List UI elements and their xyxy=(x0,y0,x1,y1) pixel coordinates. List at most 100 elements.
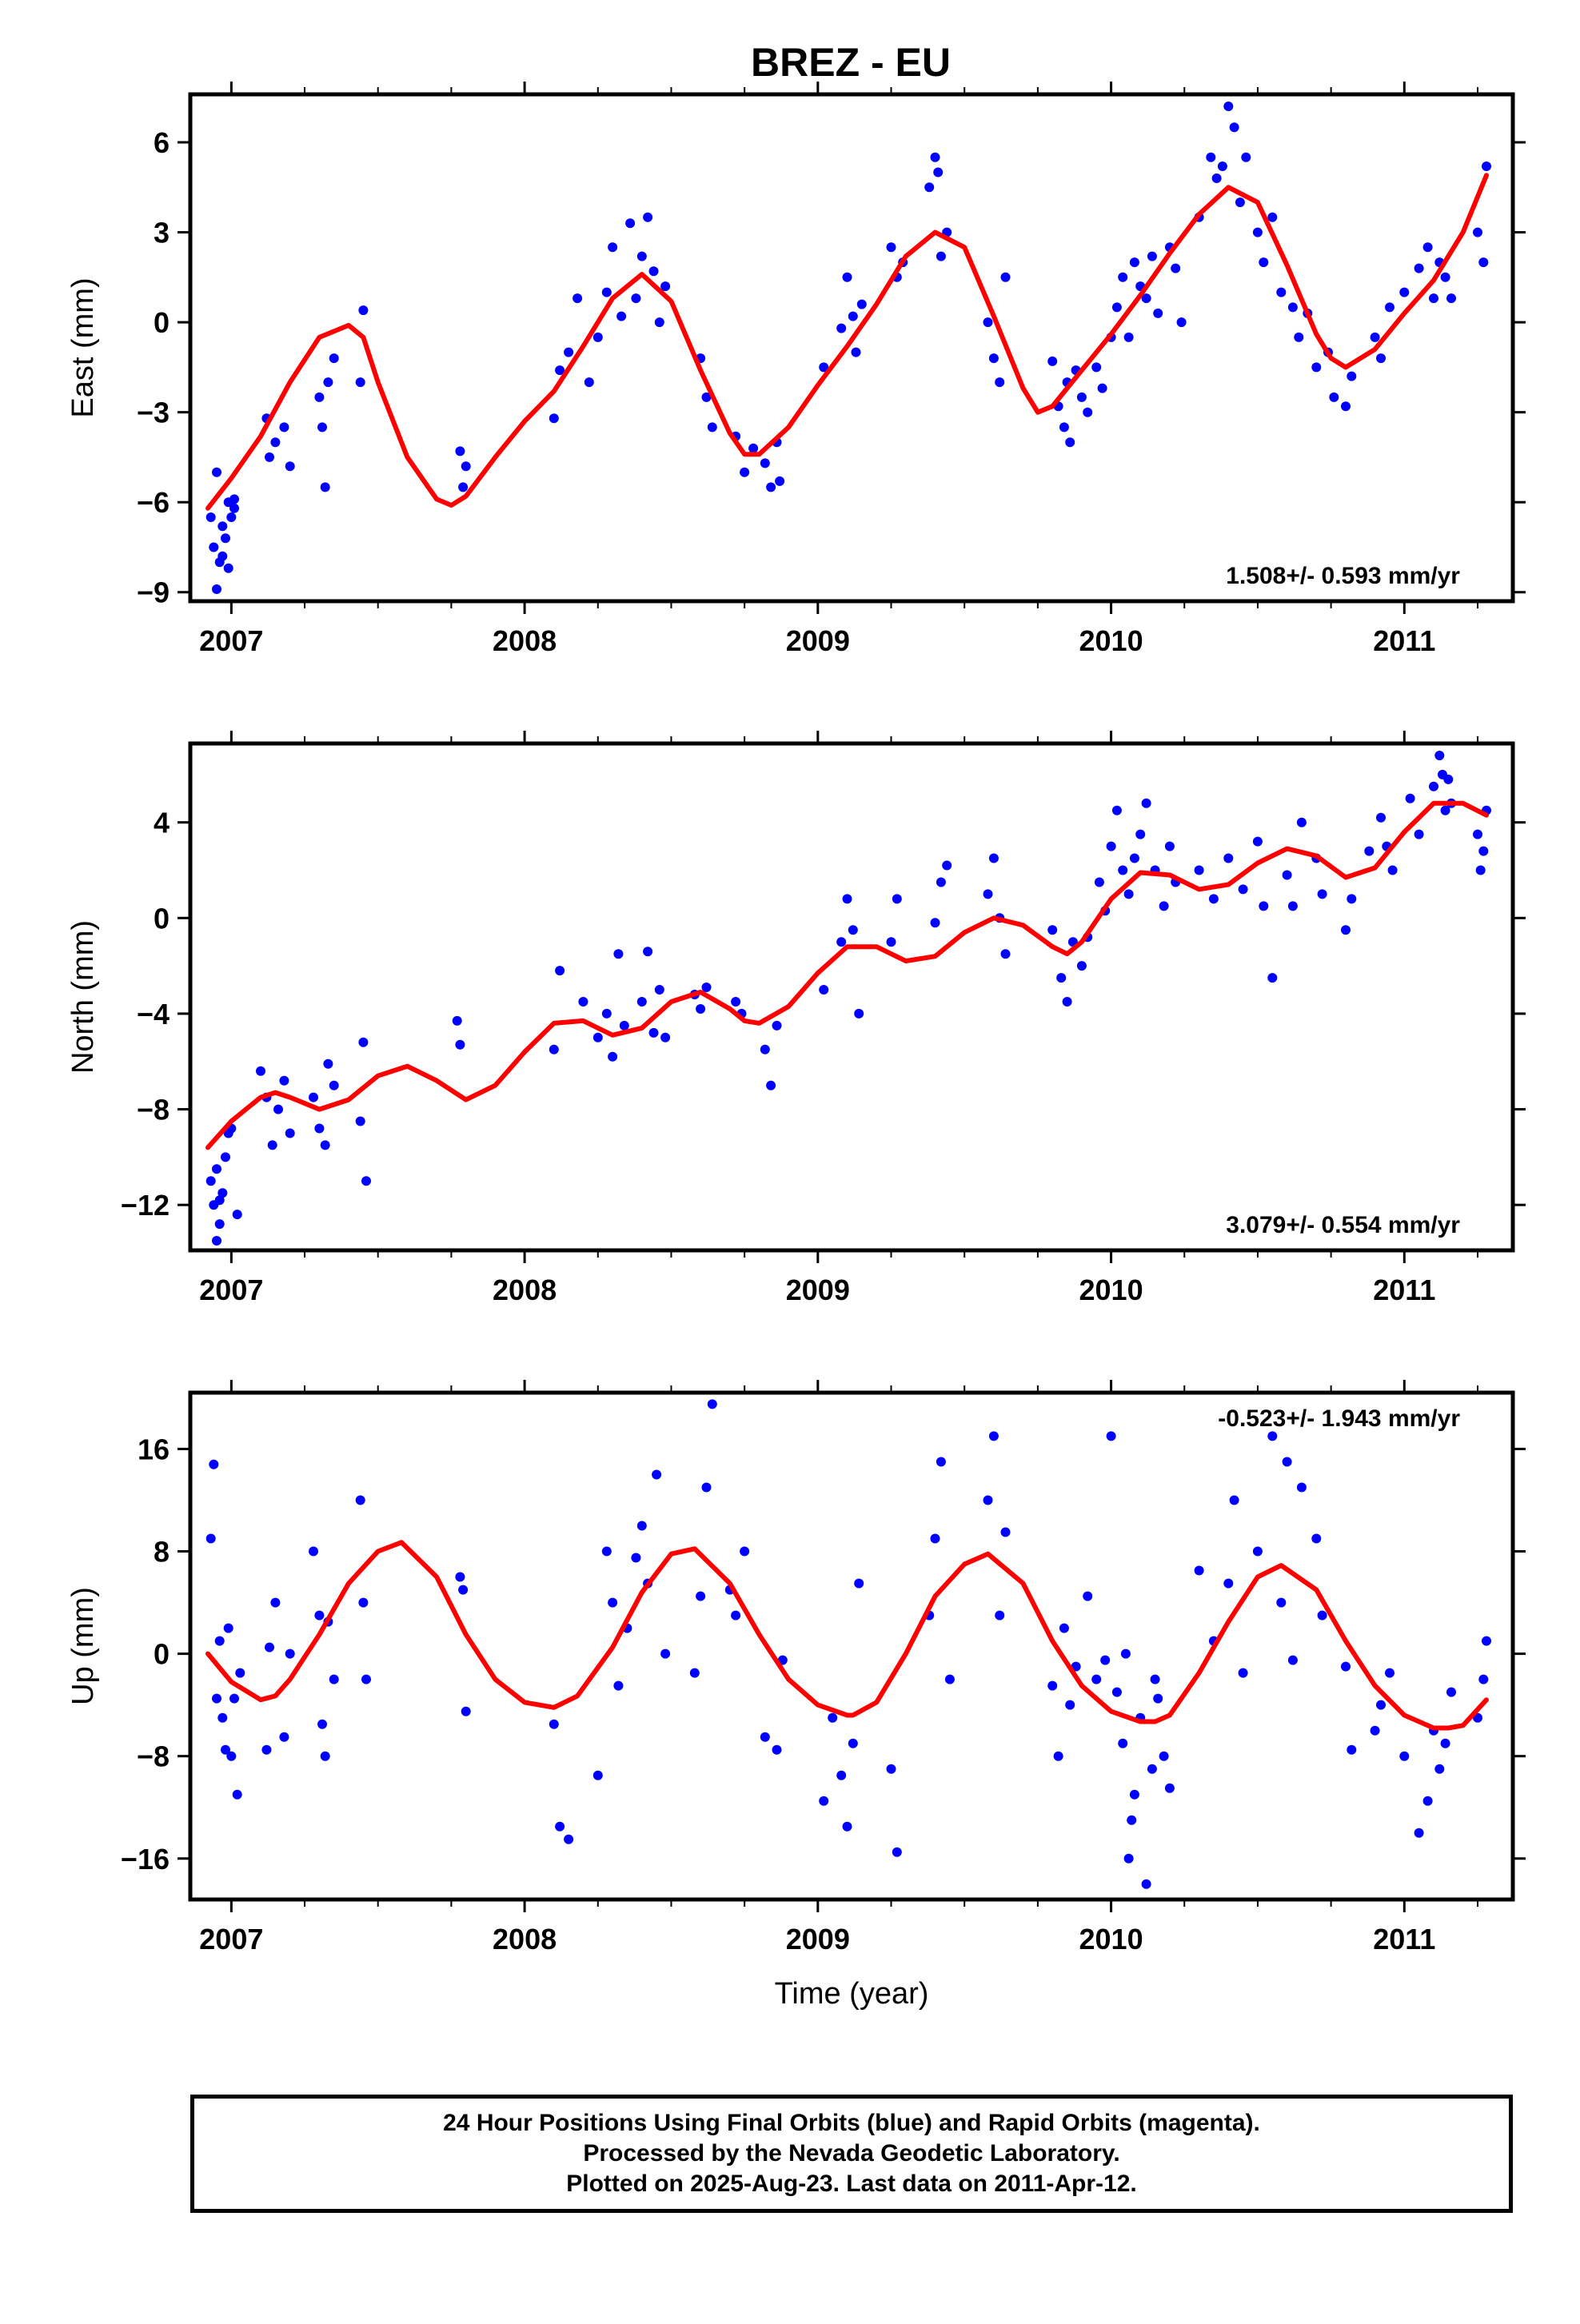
north-point xyxy=(1387,865,1398,875)
east-point xyxy=(1252,227,1263,237)
north-point xyxy=(819,985,829,995)
up-point xyxy=(1238,1668,1248,1678)
east-point xyxy=(320,482,330,492)
east-point xyxy=(856,299,867,309)
north-point xyxy=(1106,841,1116,851)
footer-box: 24 Hour Positions Using Final Orbits (bl… xyxy=(190,2095,1513,2213)
east-point xyxy=(1414,263,1424,273)
up-point xyxy=(1083,1591,1093,1601)
up-point xyxy=(828,1712,838,1723)
up-point xyxy=(1153,1693,1163,1704)
up-point xyxy=(1440,1738,1450,1748)
east-point xyxy=(285,461,295,472)
north-point xyxy=(854,1008,864,1018)
up-point xyxy=(1118,1738,1128,1748)
east-point xyxy=(1422,242,1433,253)
east-point xyxy=(643,212,653,222)
east-point xyxy=(988,353,999,364)
up-plot-area xyxy=(190,1393,1513,1899)
east-point xyxy=(592,332,603,342)
east-point xyxy=(842,272,852,282)
up-point xyxy=(317,1719,327,1729)
east-point xyxy=(1429,293,1438,304)
up-point xyxy=(455,1572,465,1582)
north-point xyxy=(232,1210,242,1220)
east-point xyxy=(1129,257,1139,268)
north-ytick-label: −4 xyxy=(137,998,170,1030)
north-point xyxy=(1194,865,1204,875)
north-point xyxy=(1238,884,1248,895)
east-point xyxy=(229,494,239,504)
east-point xyxy=(229,503,239,513)
up-point xyxy=(601,1546,612,1557)
north-ytick-label: 0 xyxy=(154,902,170,935)
east-point xyxy=(933,167,944,177)
up-xtick-label: 2010 xyxy=(1079,1923,1143,1955)
east-xtick-label: 2008 xyxy=(493,624,557,657)
up-point xyxy=(1296,1482,1307,1493)
east-point xyxy=(1118,272,1128,282)
north-point xyxy=(1223,853,1234,863)
up-ytick-label: 16 xyxy=(138,1433,170,1465)
north-point xyxy=(608,1051,618,1062)
east-rate-label: 1.508+/- 0.593 mm/yr xyxy=(1226,563,1460,589)
east-point xyxy=(358,305,369,316)
up-point xyxy=(555,1821,565,1832)
up-point xyxy=(631,1553,641,1563)
east-xtick-label: 2009 xyxy=(786,624,850,657)
up-point xyxy=(205,1533,216,1544)
east-point xyxy=(226,512,237,522)
north-point xyxy=(217,1188,228,1198)
up-point xyxy=(636,1521,647,1531)
east-point xyxy=(212,467,221,477)
north-rate-label: 3.079+/- 0.554 mm/yr xyxy=(1226,1212,1460,1238)
east-point xyxy=(458,482,469,492)
north-point xyxy=(1000,949,1011,959)
east-point xyxy=(205,512,216,522)
up-point xyxy=(309,1546,318,1557)
up-point xyxy=(1446,1687,1456,1697)
up-point xyxy=(265,1642,274,1652)
up-point xyxy=(1127,1815,1137,1825)
up-rate-label: -0.523+/- 1.943 mm/yr xyxy=(1218,1405,1460,1432)
north-point xyxy=(1282,870,1292,880)
footer-line-2: Processed by the Nevada Geodetic Laborat… xyxy=(583,2140,1120,2167)
east-point xyxy=(1370,332,1380,342)
up-point xyxy=(1123,1853,1134,1864)
east-point xyxy=(1211,173,1222,183)
up-ytick-label: −8 xyxy=(137,1740,170,1773)
north-point xyxy=(1434,751,1445,760)
up-point xyxy=(1276,1597,1287,1608)
north-point xyxy=(696,1004,706,1014)
north-point xyxy=(660,1032,671,1042)
east-point xyxy=(995,377,1005,388)
up-point xyxy=(279,1732,289,1742)
up-point xyxy=(1311,1533,1322,1544)
east-xtick-label: 2010 xyxy=(1079,624,1143,657)
east-point xyxy=(648,266,659,277)
north-ytick-label: −12 xyxy=(121,1189,170,1222)
up-point xyxy=(1376,1700,1386,1710)
up-point xyxy=(361,1674,371,1684)
up-point xyxy=(232,1789,242,1800)
east-point xyxy=(1147,251,1157,261)
east-point xyxy=(1076,392,1087,402)
up-point xyxy=(223,1623,233,1633)
north-point xyxy=(731,997,741,1007)
east-panel: −9 −6 −3 0 3 6 2007 2008 2009 2010 2011 East (mm) 1.… xyxy=(66,82,1526,657)
east-point xyxy=(1385,302,1394,313)
north-point xyxy=(1347,894,1357,904)
up-point xyxy=(1000,1527,1011,1537)
up-point xyxy=(701,1482,712,1493)
up-point xyxy=(592,1770,603,1780)
east-point xyxy=(1065,437,1075,448)
north-point xyxy=(1414,829,1424,839)
east-point xyxy=(1478,257,1489,268)
east-point xyxy=(616,311,627,321)
east-point xyxy=(212,584,221,594)
up-point xyxy=(1482,1636,1491,1646)
north-point xyxy=(643,947,653,957)
east-point xyxy=(1111,302,1122,313)
north-point xyxy=(212,1164,221,1174)
up-point xyxy=(983,1495,993,1505)
